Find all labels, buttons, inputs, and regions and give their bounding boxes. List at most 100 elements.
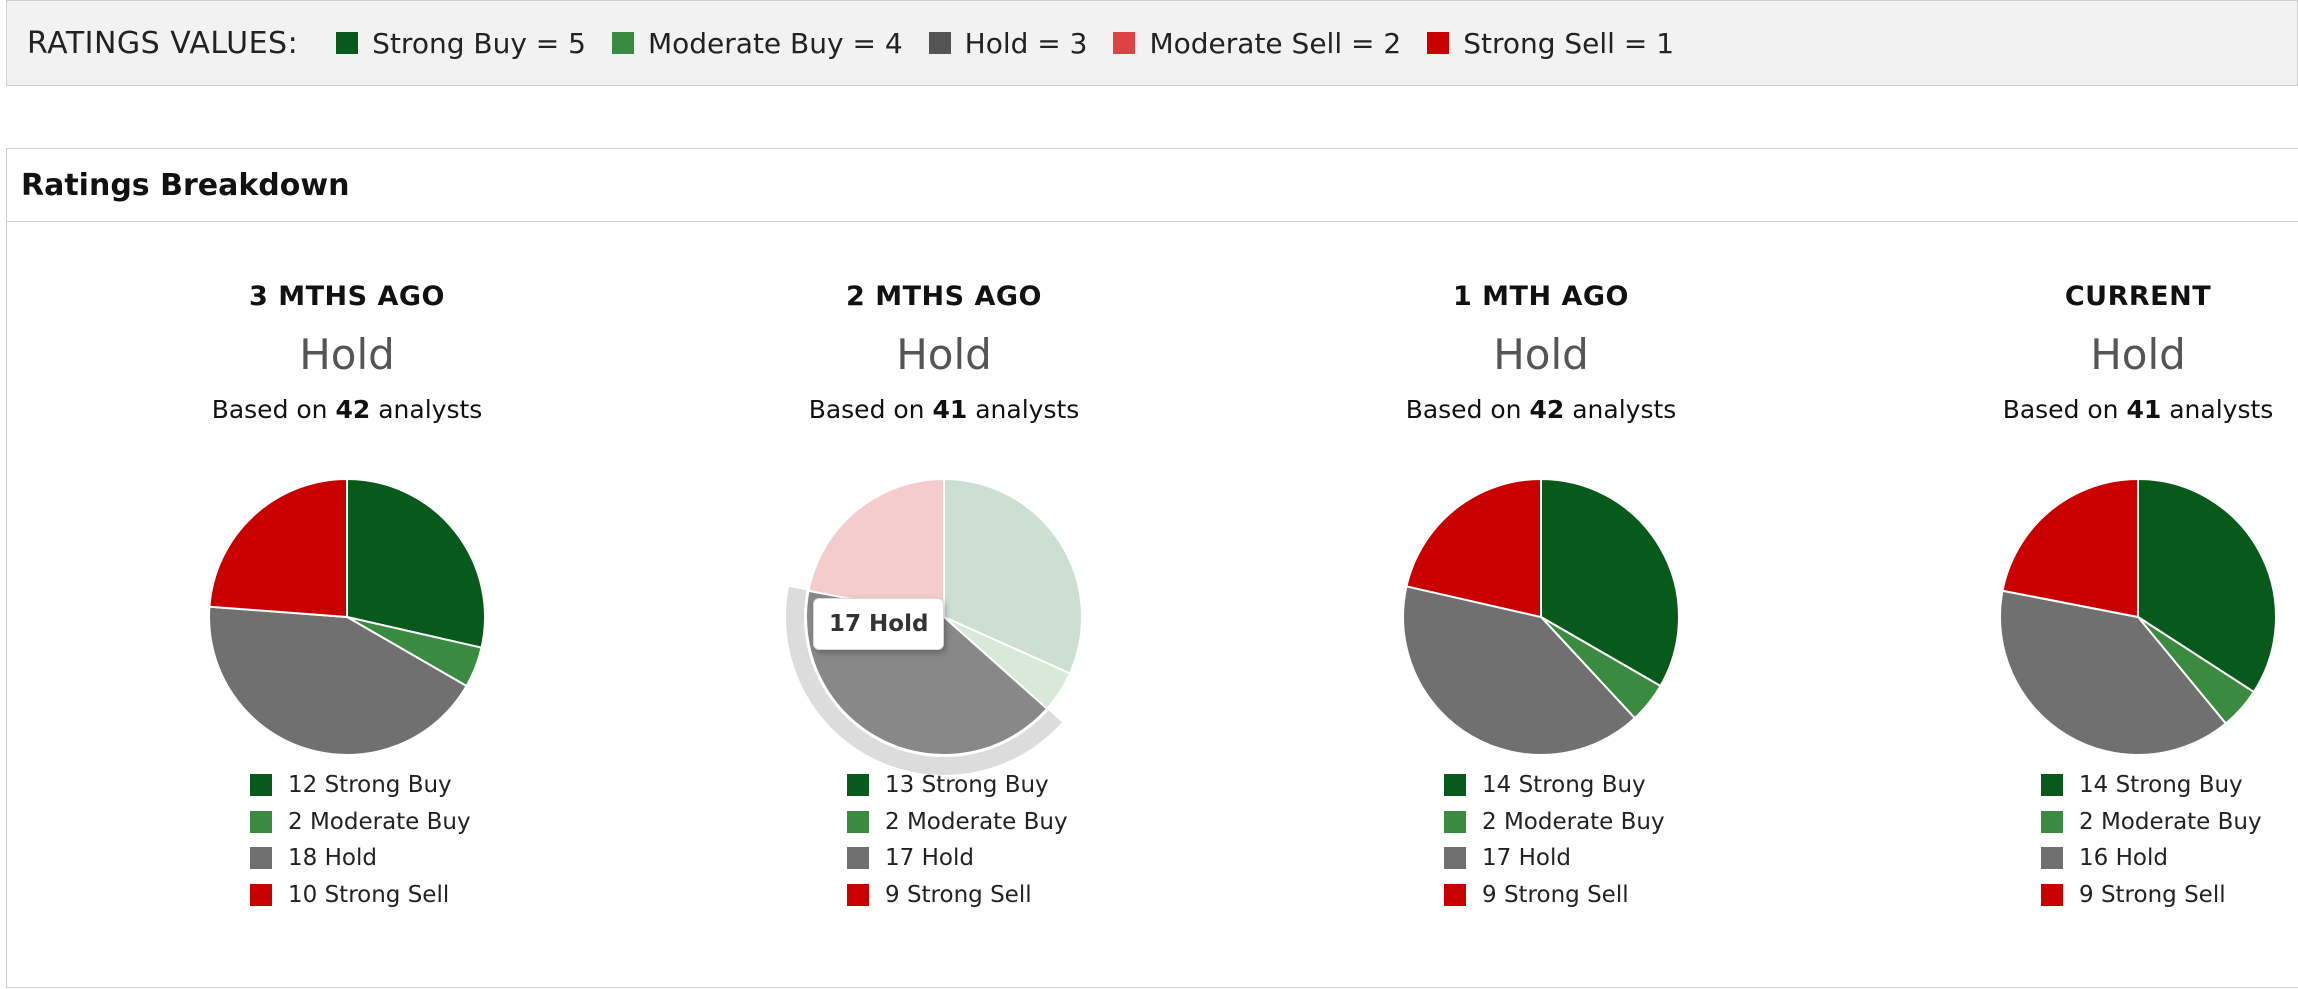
pie-slice-strong-sell[interactable] (208, 477, 348, 619)
legend-item-hold: Hold = 3 (928, 26, 1088, 60)
ratings-breakdown-panel: Ratings Breakdown 3 MTHS AGO Hold Based … (6, 148, 2298, 988)
based-on-suffix: analysts (2169, 395, 2274, 424)
legend-swatch (847, 847, 869, 869)
pie-slice-strong-sell[interactable] (1405, 477, 1542, 619)
hover-halo (785, 586, 1062, 776)
pie-legend-item[interactable]: 18 Hold (250, 845, 377, 871)
consensus-rating: Hold (2090, 330, 2186, 379)
pie-legend-item[interactable]: 9 Strong Sell (847, 882, 1032, 908)
legend-label: Moderate Sell = 2 (1149, 26, 1402, 60)
panel-title: Ratings Breakdown (7, 149, 2298, 222)
pie-legend-item[interactable]: 16 Hold (2041, 845, 2168, 871)
based-on-prefix: Based on (1405, 395, 1522, 424)
pie-slice-strong-sell[interactable] (807, 477, 945, 619)
period-title: 3 MTHS AGO (249, 281, 445, 312)
pie-legend-item[interactable]: 2 Moderate Buy (1444, 809, 1665, 835)
legend-label: Strong Sell = 1 (1463, 26, 1675, 60)
legend-text: 14 Strong Buy (1482, 772, 1646, 798)
pie-chart (208, 477, 486, 756)
chart-column-1-mth-ago: 1 MTH AGO Hold Based on 42 analysts (1331, 281, 1751, 424)
legend-swatch (1444, 774, 1466, 796)
pie-legend-item[interactable]: 2 Moderate Buy (2041, 809, 2262, 835)
analyst-count-line: Based on 42 analysts (137, 395, 557, 424)
pie-slice-strong-buy[interactable] (943, 477, 1083, 675)
pie-slice-strong-buy[interactable] (346, 477, 486, 649)
pie-legend-item[interactable]: 12 Strong Buy (250, 772, 452, 798)
consensus-rating: Hold (1493, 330, 1589, 379)
based-on-suffix: analysts (1572, 395, 1677, 424)
pie-legend-item[interactable]: 13 Strong Buy (847, 772, 1049, 798)
legend-swatch (250, 810, 272, 833)
ratings-values-legend: RATINGS VALUES: Strong Buy = 5 Moderate … (6, 0, 2298, 86)
legend-swatch (250, 883, 272, 906)
pie-legend-item[interactable]: 14 Strong Buy (2041, 772, 2243, 798)
consensus-rating: Hold (299, 330, 395, 379)
based-on-prefix: Based on (2002, 395, 2119, 424)
legend-text: 2 Moderate Buy (885, 808, 1068, 835)
analyst-count: 42 (335, 395, 371, 424)
period-title: CURRENT (2064, 281, 2212, 312)
pie-legend-item[interactable]: 9 Strong Sell (1444, 882, 1629, 908)
chart-column-current: CURRENT Hold Based on 41 analysts (1928, 281, 2298, 424)
ratings-values-title: RATINGS VALUES: (27, 25, 299, 61)
pie-legend-item[interactable]: 17 Hold (847, 845, 974, 871)
analyst-count: 41 (2126, 395, 2162, 424)
analyst-count-line: Based on 41 analysts (734, 395, 1154, 424)
pie-charts (208, 477, 2277, 776)
pie-slice-hold[interactable] (1402, 585, 1637, 756)
slice-tooltip: 17 Hold (813, 598, 945, 650)
legend-swatch (2041, 883, 2063, 906)
pie-legend-item[interactable]: 2 Moderate Buy (847, 809, 1068, 835)
legend-text: 16 Hold (2079, 845, 2168, 871)
legend-item-moderate-sell: Moderate Sell = 2 (1113, 27, 1401, 60)
legend-swatch (2041, 810, 2063, 833)
legend-swatch (250, 847, 272, 869)
pie-slice-hold[interactable] (1999, 589, 2228, 756)
legend-text: 17 Hold (1482, 845, 1571, 871)
analyst-count-line: Based on 41 analysts (1928, 395, 2298, 424)
strong-sell-swatch (1427, 32, 1450, 54)
chart-column-3-mths-ago: 3 MTHS AGO Hold Based on 42 analysts (137, 281, 557, 424)
legend-text: 9 Strong Sell (1482, 881, 1629, 908)
pie-legend-item[interactable]: 2 Moderate Buy (250, 809, 471, 835)
pie-legend-item[interactable]: 10 Strong Sell (250, 882, 449, 908)
legend-item-strong-buy: Strong Buy = 5 (336, 27, 586, 60)
legend-label: Strong Buy = 5 (372, 26, 586, 60)
legend-swatch (847, 774, 869, 796)
legend-text: 17 Hold (885, 845, 974, 871)
legend-text: 12 Strong Buy (288, 772, 452, 798)
legend-label: Hold = 3 (964, 26, 1088, 60)
pie-slice-strong-buy[interactable] (1540, 477, 1680, 688)
legend-item-moderate-buy: Moderate Buy = 4 (611, 26, 903, 60)
pie-slice-hold[interactable] (208, 605, 468, 756)
legend-swatch (2041, 847, 2063, 869)
legend-text: 14 Strong Buy (2079, 772, 2243, 798)
legend-text: 10 Strong Sell (288, 881, 450, 908)
strong-buy-swatch (336, 32, 359, 54)
legend-swatch (1444, 847, 1466, 869)
legend-swatch (2041, 774, 2063, 796)
moderate-buy-swatch (611, 32, 634, 54)
pie-slice-strong-sell[interactable] (2001, 477, 2139, 619)
pie-chart (1402, 477, 1680, 756)
legend-swatch (1444, 883, 1466, 906)
pie-chart (1999, 477, 2277, 756)
pie-legend-item[interactable]: 9 Strong Sell (2041, 882, 2226, 908)
analyst-count: 42 (1529, 395, 1565, 424)
legend-text: 18 Hold (288, 845, 377, 871)
based-on-suffix: analysts (975, 395, 1080, 424)
analyst-count: 41 (932, 395, 968, 424)
pie-legend-item[interactable]: 17 Hold (1444, 845, 1571, 871)
legend-text: 2 Moderate Buy (288, 808, 471, 835)
hold-swatch (928, 32, 951, 54)
based-on-suffix: analysts (378, 395, 483, 424)
based-on-prefix: Based on (808, 395, 925, 424)
analyst-count-line: Based on 42 analysts (1331, 395, 1751, 424)
period-title: 2 MTHS AGO (846, 281, 1042, 312)
pie-legend-item[interactable]: 14 Strong Buy (1444, 772, 1646, 798)
legend-label: Moderate Buy = 4 (647, 26, 903, 60)
period-title: 1 MTH AGO (1453, 281, 1629, 312)
legend-text: 9 Strong Sell (885, 881, 1032, 908)
legend-text: 2 Moderate Buy (2079, 808, 2262, 835)
chart-column-2-mths-ago: 2 MTHS AGO Hold Based on 41 analysts (734, 281, 1154, 424)
